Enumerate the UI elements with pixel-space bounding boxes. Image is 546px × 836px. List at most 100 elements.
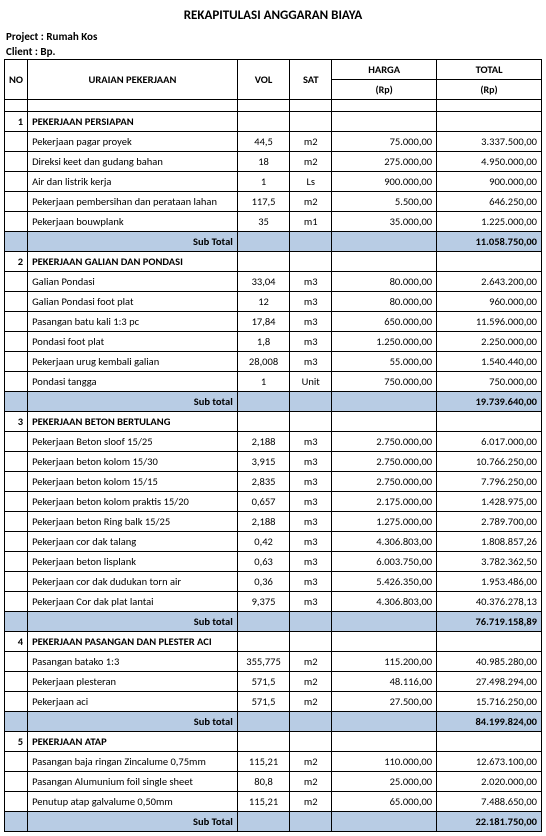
item-harga: 2.175.000,00	[332, 492, 437, 512]
item-sat: m3	[290, 272, 332, 292]
cell	[290, 252, 332, 272]
item-harga: 2.750.000,00	[332, 452, 437, 472]
cell	[5, 232, 28, 252]
subtotal-value: 84.199.824,00	[437, 712, 542, 732]
item-vol: 28,008	[237, 352, 289, 372]
cell	[237, 812, 289, 832]
subtotal-label: Sub Total	[28, 232, 238, 252]
cell	[5, 532, 28, 552]
item-harga: 27.500,00	[332, 692, 437, 712]
item-sat: m3	[290, 512, 332, 532]
subtotal-label: Sub total	[28, 712, 238, 732]
cell	[290, 392, 332, 412]
subtotal-value: 19.739.640,00	[437, 392, 542, 412]
item-harga: 2.750.000,00	[332, 472, 437, 492]
item-sat: m2	[290, 152, 332, 172]
item-total: 10.766.250,00	[437, 452, 542, 472]
cell	[290, 732, 332, 752]
project-label: Project :	[6, 30, 44, 43]
item-vol: 0,657	[237, 492, 289, 512]
cell	[332, 712, 437, 732]
item-desc: Pekerjaan pagar proyek	[28, 132, 238, 152]
item-desc: Pondasi foot plat	[28, 332, 238, 352]
section-no: 5	[5, 732, 28, 752]
cell	[5, 772, 28, 792]
item-total: 2.020.000,00	[437, 772, 542, 792]
item-desc: Penutup atap galvalume 0,50mm	[28, 792, 238, 812]
cell	[5, 212, 28, 232]
item-harga: 650.000,00	[332, 312, 437, 332]
item-vol: 2,188	[237, 432, 289, 452]
cell	[332, 632, 437, 652]
item-sat: m2	[290, 132, 332, 152]
item-sat: m3	[290, 432, 332, 452]
item-vol: 80,8	[237, 772, 289, 792]
cell	[5, 352, 28, 372]
item-sat: m3	[290, 312, 332, 332]
cell	[28, 100, 238, 112]
cell	[5, 792, 28, 812]
item-harga: 55.000,00	[332, 352, 437, 372]
cell	[332, 412, 437, 432]
cell	[290, 100, 332, 112]
th-total-sub: (Rp)	[437, 80, 542, 100]
th-no: NO	[5, 60, 28, 100]
item-sat: m2	[290, 192, 332, 212]
section-title: PEKERJAAN PERSIAPAN	[28, 112, 238, 132]
item-sat: m3	[290, 592, 332, 612]
item-total: 6.017.000,00	[437, 432, 542, 452]
section-no: 3	[5, 412, 28, 432]
subtotal-value: 22.181.750,00	[437, 812, 542, 832]
cell	[237, 632, 289, 652]
item-desc: Pekerjaan beton kolom 15/30	[28, 452, 238, 472]
section-title: PEKERJAAN GALIAN DAN PONDASI	[28, 252, 238, 272]
item-vol: 117,5	[237, 192, 289, 212]
subtotal-label: Sub Total	[28, 812, 238, 832]
cell	[5, 172, 28, 192]
item-desc: Pekerjaan urug kembali galian	[28, 352, 238, 372]
cell	[237, 412, 289, 432]
item-vol: 0,63	[237, 552, 289, 572]
cell	[5, 392, 28, 412]
item-total: 960.000,00	[437, 292, 542, 312]
item-desc: Air dan listrik kerja	[28, 172, 238, 192]
cell	[237, 732, 289, 752]
cell	[5, 132, 28, 152]
item-sat: m2	[290, 652, 332, 672]
meta-project: Project : Rumah Kos	[4, 29, 542, 44]
item-vol: 571,5	[237, 672, 289, 692]
item-vol: 33,04	[237, 272, 289, 292]
item-vol: 17,84	[237, 312, 289, 332]
item-harga: 80.000,00	[332, 292, 437, 312]
item-desc: Pasangan Alumunium foil single sheet	[28, 772, 238, 792]
item-desc: Pekerjaan beton lisplank	[28, 552, 238, 572]
item-sat: m3	[290, 452, 332, 472]
cell	[290, 112, 332, 132]
cell	[437, 100, 542, 112]
subtotal-value: 76.719.158,89	[437, 612, 542, 632]
item-total: 1.953.486,00	[437, 572, 542, 592]
item-total: 1.540.440,00	[437, 352, 542, 372]
cell	[5, 332, 28, 352]
item-desc: Pasangan batako 1:3	[28, 652, 238, 672]
item-desc: Galian Pondasi foot plat	[28, 292, 238, 312]
cell	[437, 112, 542, 132]
item-harga: 65.000,00	[332, 792, 437, 812]
item-desc: Pekerjaan beton kolom 15/15	[28, 472, 238, 492]
item-desc: Pekerjaan beton kolom praktis 15/20	[28, 492, 238, 512]
cell	[332, 252, 437, 272]
item-vol: 571,5	[237, 692, 289, 712]
item-sat: m3	[290, 352, 332, 372]
item-total: 15.716.250,00	[437, 692, 542, 712]
cell	[5, 552, 28, 572]
item-vol: 355,775	[237, 652, 289, 672]
section-no: 4	[5, 632, 28, 652]
cell	[437, 412, 542, 432]
item-desc: Pekerjaan cor dak dudukan torn air	[28, 572, 238, 592]
item-harga: 2.750.000,00	[332, 432, 437, 452]
th-harga: HARGA	[332, 60, 437, 80]
cell	[5, 100, 28, 112]
th-total: TOTAL	[437, 60, 542, 80]
cell	[5, 272, 28, 292]
item-sat: Unit	[290, 372, 332, 392]
